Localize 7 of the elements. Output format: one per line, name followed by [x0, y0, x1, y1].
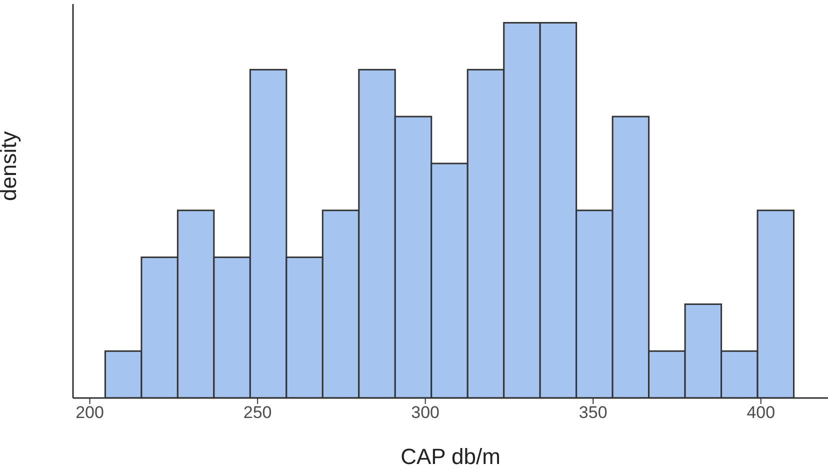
x-tick-label: 250 [243, 403, 272, 422]
x-tick-label: 300 [411, 403, 440, 422]
x-axis-title: CAP db/m [400, 444, 500, 468]
y-axis-title: density [0, 131, 21, 201]
x-tick-label: 200 [76, 403, 104, 422]
x-tick-label: 400 [746, 403, 776, 422]
x-tick-label: 350 [578, 403, 608, 422]
